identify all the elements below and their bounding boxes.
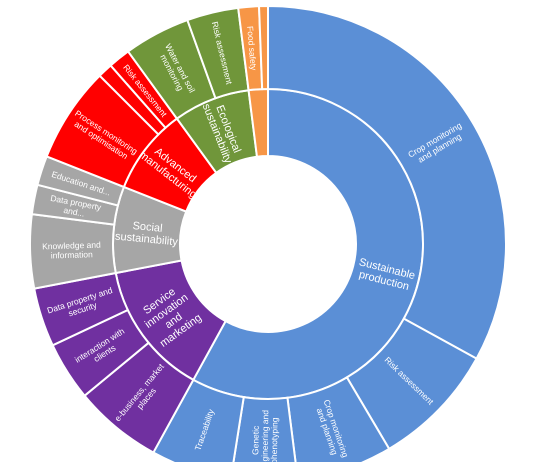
segment-label-food-safety: Food safety	[245, 26, 259, 72]
outer-ring	[29, 4, 507, 462]
outer-segment-crop-monitoring-and-planning[interactable]	[267, 4, 507, 361]
segment-label-social-sustainability: Socialsustainability	[114, 218, 179, 248]
segment-label-knowledge-and-information: Knowledge andinformation	[42, 240, 101, 261]
outer-segment-unnamed[interactable]	[257, 4, 269, 91]
segment-label-genetic-engineering-and-phenotyping: Geneticengineering andphenotyping	[250, 410, 280, 462]
